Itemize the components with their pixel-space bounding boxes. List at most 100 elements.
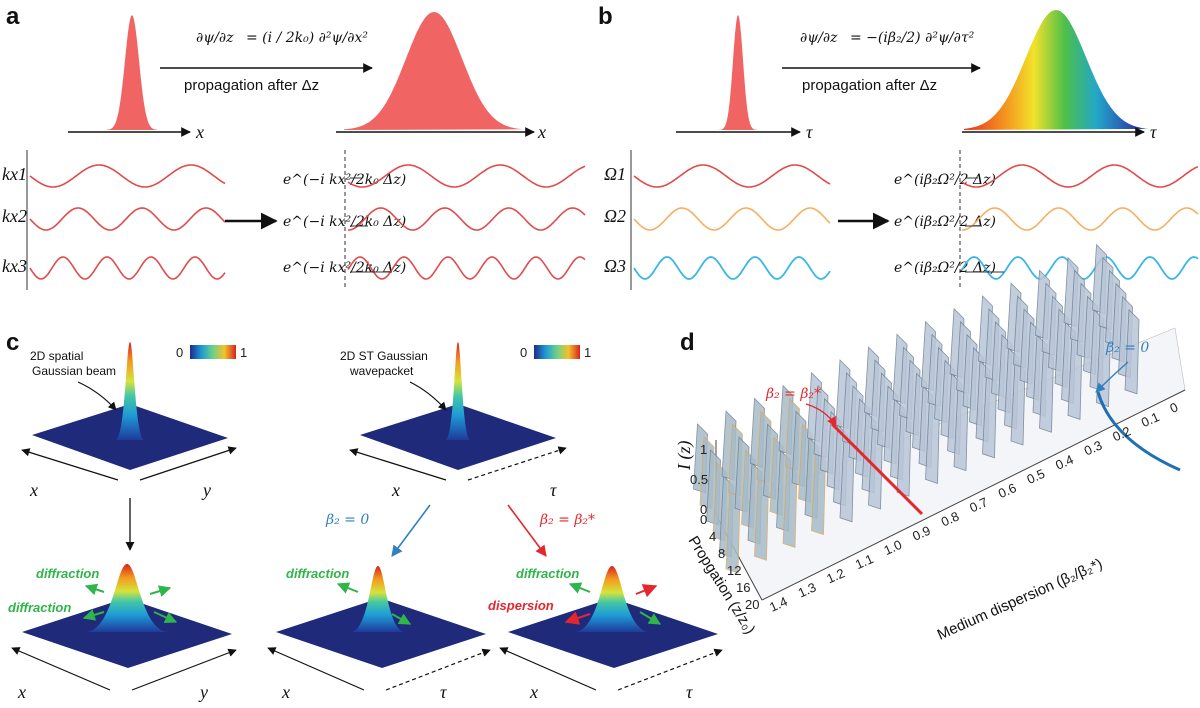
colorbar-1 <box>190 345 236 359</box>
beam1-label-2: Gaussian beam <box>32 364 116 378</box>
beam1-label-1: 2D spatial <box>30 349 83 363</box>
tau-axis-c2 <box>467 446 567 481</box>
panel-a: x ∂ψ/∂z = (i / 2k₀) ∂²ψ/∂x² propagation … <box>2 12 586 290</box>
wave-mode-1-shifted <box>961 164 1199 188</box>
x-axis-c3 <box>11 647 111 691</box>
tau-axis-label-2: τ <box>1150 122 1157 142</box>
diffraction-arrow-4 <box>153 611 178 623</box>
beam2-label-2: wavepacket <box>349 364 414 378</box>
diffraction-label-1: diffraction <box>36 566 99 581</box>
surface-peak-1 <box>116 342 144 440</box>
cb2-max: 1 <box>584 345 591 360</box>
beta0-label-d: β₂ = 0 <box>1105 340 1149 356</box>
disp-tick: 1.0 <box>882 537 905 558</box>
diffraction-label-4: diffraction <box>516 566 579 581</box>
propagation-caption: propagation after Δz <box>802 77 937 94</box>
equation-lhs: ∂ψ/∂z <box>196 30 234 46</box>
propagation-caption: propagation after Δz <box>184 77 319 94</box>
phase-factor-1: e^(iβ₂Ω²/2 Δz) <box>894 172 996 188</box>
mode-label-1: Ω1 <box>604 164 626 184</box>
x-axis-label-c1: x <box>29 480 38 500</box>
prop-tick: 0 <box>700 512 707 527</box>
narrow-pulse <box>92 15 172 130</box>
diffraction-arrow-1 <box>84 583 105 596</box>
beta0-curve <box>1096 391 1181 472</box>
wave-mode-2-shifted <box>348 207 586 231</box>
y-axis-c3 <box>131 648 237 691</box>
phase-factor-3: e^(−i kx²/2k₀ Δz) <box>283 260 406 276</box>
disp-tick: 0.6 <box>996 480 1019 501</box>
diffraction-arrow-2 <box>149 585 172 597</box>
z-axis-label: I (z) <box>674 441 695 472</box>
panel-letter-d: d <box>680 329 695 356</box>
disp-axis-label: Medium dispersion (β₂/β₂*) <box>935 555 1105 643</box>
dispersion-arrow-2 <box>635 584 658 598</box>
panel-c: 2D spatial Gaussian beam 0 1 x y 2D ST G… <box>8 342 723 702</box>
tau-axis-label: τ <box>806 122 813 142</box>
disp-tick: 0.3 <box>1082 437 1105 458</box>
wave-mode-3 <box>29 256 226 280</box>
wave-mode-3 <box>633 256 831 280</box>
y-axis-label-c1: y <box>201 480 211 500</box>
colorbar-2 <box>534 345 580 359</box>
surface-peak-4 <box>352 566 404 632</box>
disp-tick: 1.2 <box>824 565 847 586</box>
phase-factor-2: e^(−i kx²/2k₀ Δz) <box>283 214 406 230</box>
disp-tick: 0.4 <box>1053 452 1076 473</box>
equation-lhs: ∂ψ/∂z <box>800 30 838 46</box>
diffraction-arrow-3 <box>82 609 105 621</box>
y-axis-label-c3: y <box>198 682 208 702</box>
prop-tick: 20 <box>745 597 759 612</box>
dispersion-label: dispersion <box>488 598 554 613</box>
mode-label-3: kx3 <box>2 256 27 276</box>
mode-label-2: Ω2 <box>604 206 626 226</box>
diffraction-arrow-5 <box>336 582 359 594</box>
panel-b: τ ∂ψ/∂z = −(iβ₂/2) ∂²ψ/∂τ² propagation a… <box>604 10 1199 290</box>
prop-tick: 4 <box>709 529 716 544</box>
x-axis-c1 <box>21 448 119 481</box>
x-axis-label-c3: x <box>17 682 26 702</box>
disp-tick: 0.9 <box>910 523 933 544</box>
beta-star-label-d: β₂ = β₂* <box>765 386 821 402</box>
x-axis-label-2: x <box>537 122 546 142</box>
diffraction-label-3: diffraction <box>286 566 349 581</box>
surface-peak-2 <box>446 342 470 440</box>
disp-tick: 1.3 <box>796 579 819 600</box>
z-tick-1: 1 <box>700 442 707 457</box>
cb1-max: 1 <box>240 345 247 360</box>
mode-label-2: kx2 <box>2 206 27 226</box>
beta0-label-c: β₂ = 0 <box>325 512 369 528</box>
narrow-pulse <box>708 15 768 130</box>
beam2-pointer <box>409 381 447 411</box>
disp-tick: 0.7 <box>967 494 990 515</box>
wave-mode-2-shifted <box>962 207 1199 231</box>
disp-ticks: 1.4 1.31.2 1.1 1.00.9 0.80.7 0.6 0.50.4 0.30.2 0… <box>767 399 1180 614</box>
wave-mode-2 <box>633 207 831 231</box>
tau-axis-c5 <box>617 648 723 691</box>
x-axis-label-c5: x <box>529 682 538 702</box>
beta-star-line <box>830 422 924 516</box>
z-tick-0.5: 0.5 <box>690 472 708 487</box>
prop-tick: 16 <box>736 580 750 595</box>
panel-letter-a: a <box>6 3 20 30</box>
tau-axis-c4 <box>385 648 491 691</box>
wave-mode-3-shifted <box>347 256 586 280</box>
panel-letter-c: c <box>6 329 19 356</box>
disp-tick: 1.1 <box>853 551 876 572</box>
wave-mode-1-shifted <box>347 164 586 188</box>
beta0-pointer-d <box>1095 361 1129 393</box>
beta0-arrow <box>391 504 431 557</box>
surface-peak-5 <box>576 566 648 632</box>
surface-floor-4 <box>276 598 486 668</box>
y-axis-c1 <box>139 446 237 481</box>
cb2-min: 0 <box>520 345 527 360</box>
prop-tick: 12 <box>727 563 741 578</box>
wave-mode-1 <box>633 164 831 188</box>
disp-tick: 0.5 <box>1025 466 1048 487</box>
beta-star-pointer-d <box>805 403 837 427</box>
diffraction-arrow-8 <box>639 611 662 625</box>
disp-tick: 1.4 <box>767 594 790 615</box>
